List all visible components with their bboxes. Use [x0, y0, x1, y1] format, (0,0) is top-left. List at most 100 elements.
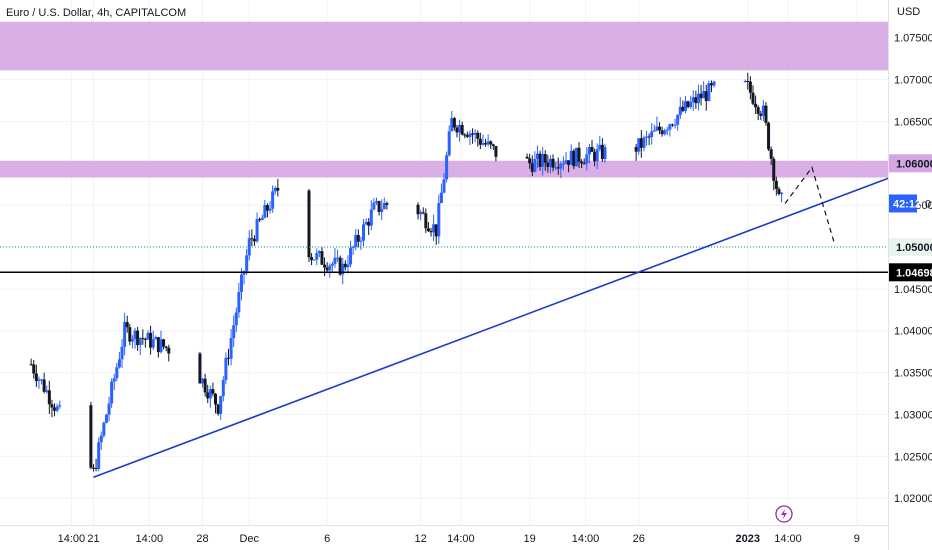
- candle-body: [154, 337, 158, 340]
- candle-body: [683, 101, 687, 111]
- candle-body: [380, 209, 384, 212]
- x-tick-label-9: 14:00: [572, 533, 600, 545]
- candle-body: [473, 132, 477, 135]
- candle-body: [647, 136, 651, 138]
- candle-body: [102, 422, 106, 436]
- candle-body: [374, 201, 378, 203]
- candle-body: [315, 253, 319, 260]
- candle-body: [577, 147, 581, 162]
- candle-body: [595, 149, 599, 162]
- y-tick-label-8: 1.03500: [894, 368, 932, 380]
- x-tick-label-8: 19: [524, 533, 536, 545]
- candle-body: [351, 246, 355, 248]
- candle-body: [535, 153, 539, 159]
- candle-body: [237, 291, 241, 313]
- candle-body: [580, 161, 584, 164]
- candle-body: [587, 146, 591, 155]
- candle-body: [702, 91, 706, 99]
- candle-body: [359, 240, 363, 242]
- level-price-badge-bg: [889, 263, 932, 282]
- candle-body: [325, 267, 329, 271]
- x-tick-label-10: 26: [633, 533, 645, 545]
- candle-body: [201, 378, 205, 384]
- candle-body: [442, 179, 446, 193]
- candle-body: [463, 134, 467, 136]
- candle-body: [704, 91, 708, 101]
- candle-body: [349, 247, 353, 265]
- candle-body: [709, 83, 713, 86]
- candle-body: [258, 219, 262, 221]
- candle-body: [141, 338, 145, 340]
- candle-body: [385, 203, 389, 205]
- candle-body: [673, 124, 677, 126]
- candle-body: [639, 138, 643, 148]
- candle-body: [377, 201, 381, 212]
- candle-body: [216, 404, 220, 414]
- candle-body: [214, 393, 218, 405]
- candle-body: [99, 435, 103, 443]
- candle-body: [590, 146, 594, 152]
- candle-body: [756, 107, 760, 114]
- candle-body: [136, 330, 140, 346]
- candle-body: [421, 212, 425, 214]
- candle-body: [764, 105, 768, 123]
- y-tick-label-2: 1.06500: [894, 116, 932, 128]
- candle-body: [133, 330, 137, 340]
- candle-body: [123, 322, 127, 347]
- countdown-badge: 42:12: [893, 198, 921, 210]
- candle-body: [439, 192, 443, 204]
- candle-body: [53, 407, 57, 411]
- candle-body: [221, 380, 225, 397]
- candle-body: [372, 202, 376, 210]
- candle-body: [50, 404, 54, 408]
- candle-body: [110, 381, 114, 404]
- candle-body: [445, 155, 449, 180]
- candle-body: [364, 221, 368, 225]
- candle-body: [336, 257, 340, 259]
- candle-body: [681, 106, 685, 111]
- candle-body: [362, 224, 366, 241]
- candle-body: [97, 442, 101, 469]
- candle-body: [203, 378, 207, 393]
- candle-body: [255, 219, 259, 242]
- candle-body: [694, 97, 698, 104]
- candle-body: [104, 414, 108, 423]
- candle-body: [55, 406, 59, 411]
- x-tick-label-12: 14:00: [774, 533, 802, 545]
- candle-body: [138, 338, 142, 346]
- candle-body: [533, 158, 537, 172]
- x-tick-label-3: 28: [196, 533, 208, 545]
- candle-body: [678, 106, 682, 115]
- candle-body: [58, 405, 62, 407]
- candle-body: [489, 141, 493, 145]
- overlays: [0, 166, 889, 523]
- candle-body: [424, 213, 428, 229]
- candle-body: [419, 212, 423, 215]
- candle-body: [543, 154, 547, 163]
- candle-body: [232, 325, 236, 339]
- candle-body: [574, 147, 578, 167]
- candle-body: [754, 103, 758, 108]
- candle-body: [338, 257, 342, 275]
- candle-body: [125, 322, 129, 328]
- candle-body: [481, 143, 485, 145]
- candle-body: [645, 136, 649, 138]
- candle-body: [333, 257, 337, 264]
- candle-body: [564, 160, 568, 164]
- candle-body: [276, 187, 280, 191]
- candle-body: [112, 378, 116, 382]
- countdown-suffix: 0: [925, 198, 931, 210]
- candle-body: [689, 102, 693, 108]
- candle-body: [603, 147, 607, 160]
- candle-body: [767, 122, 771, 150]
- candle-body: [328, 265, 332, 271]
- candle-body: [491, 144, 495, 146]
- candle-body: [598, 144, 602, 150]
- candle-body: [676, 114, 680, 125]
- candle-body: [658, 126, 662, 131]
- candle-body: [774, 180, 778, 189]
- x-tick-label-4: Dec: [239, 533, 259, 545]
- candle-body: [743, 80, 747, 82]
